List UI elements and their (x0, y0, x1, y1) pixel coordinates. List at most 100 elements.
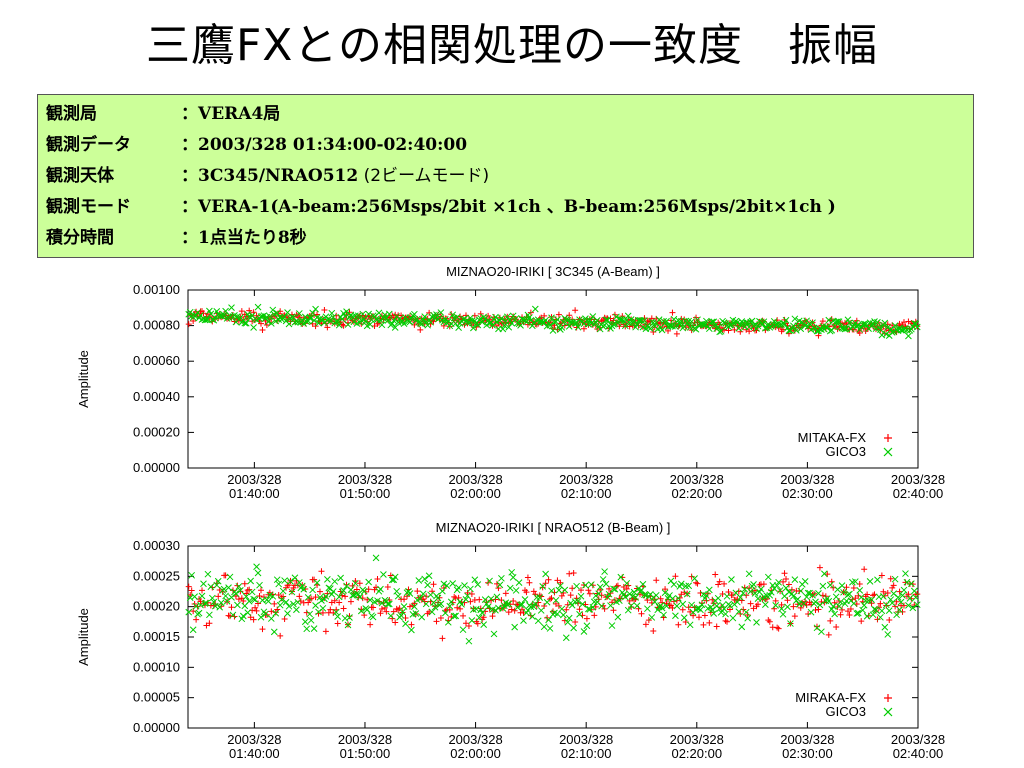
data-point (301, 618, 309, 626)
data-point (390, 317, 398, 325)
data-point (508, 606, 515, 613)
data-point (854, 609, 862, 617)
data-point (276, 601, 284, 609)
data-point (705, 586, 713, 594)
data-point (418, 320, 426, 328)
data-point (653, 577, 660, 584)
data-point (658, 604, 666, 612)
data-point (549, 327, 557, 334)
x-tick-label-date: 2003/328 (227, 732, 281, 747)
data-point (498, 314, 505, 322)
x-tick-label-date: 2003/328 (670, 732, 724, 747)
data-point (577, 592, 585, 600)
data-point (465, 622, 472, 629)
info-value: 1点当たり8秒 (198, 228, 307, 248)
data-point (526, 579, 533, 586)
data-point (480, 614, 487, 621)
data-point (739, 589, 747, 597)
data-point (454, 604, 461, 611)
data-point (675, 621, 682, 628)
data-point (511, 623, 519, 631)
data-point (815, 332, 822, 339)
info-sep: ： (181, 197, 198, 217)
data-point (721, 580, 728, 587)
data-point (527, 603, 535, 611)
data-point (717, 609, 725, 616)
data-point (896, 606, 903, 614)
data-point (691, 575, 698, 582)
data-point (411, 310, 418, 318)
data-point (524, 574, 531, 581)
data-point (726, 606, 733, 613)
data-point (599, 576, 607, 583)
data-point (578, 587, 585, 594)
data-point (834, 318, 841, 325)
x-tick-label-date: 2003/328 (448, 472, 502, 487)
data-point (545, 576, 552, 583)
data-point (784, 597, 791, 604)
data-point (710, 318, 718, 326)
data-point (563, 606, 570, 613)
observation-info-box: 観測局 ：VERA4局 観測データ ：2003/328 01:34:00-02:40… (37, 94, 974, 258)
data-point (566, 570, 573, 577)
data-point (414, 588, 421, 595)
data-point (252, 604, 259, 611)
data-point (509, 574, 517, 581)
data-point (256, 581, 263, 589)
data-point (561, 586, 569, 594)
data-point (431, 603, 439, 611)
data-point (328, 309, 336, 317)
info-row-mode: 観測モード ：VERA-1(A-beam:256Msps/2bit ×1ch 、B… (46, 192, 973, 223)
data-point (747, 600, 754, 607)
data-point (782, 316, 790, 324)
data-point (439, 587, 446, 595)
data-point (847, 605, 854, 612)
data-point (779, 610, 787, 618)
data-point (602, 580, 610, 588)
data-point (321, 307, 328, 314)
data-point (300, 585, 308, 593)
data-point (443, 582, 451, 589)
data-point (772, 597, 779, 604)
data-point (271, 600, 278, 607)
x-tick-label-time: 01:40:00 (229, 746, 280, 761)
data-point (738, 623, 746, 631)
info-value: 2003/328 01:34:00-02:40:00 (198, 135, 468, 155)
data-point (680, 614, 688, 622)
data-point (199, 587, 206, 594)
data-point (467, 585, 474, 593)
data-point (896, 588, 903, 595)
data-point (486, 577, 493, 585)
data-point (188, 571, 196, 579)
data-point (474, 620, 481, 627)
data-point (391, 573, 399, 581)
data-point (869, 611, 877, 619)
y-tick-label: 0.00005 (133, 690, 180, 705)
data-point (624, 606, 632, 614)
data-point (886, 617, 893, 624)
data-point (424, 581, 431, 589)
data-point (826, 581, 834, 589)
data-point (520, 617, 527, 624)
x-tick-label-date: 2003/328 (891, 732, 945, 747)
data-point (201, 600, 209, 607)
data-point (557, 579, 564, 586)
data-point (797, 325, 805, 333)
data-point (447, 598, 455, 606)
info-value: VERA4局 (198, 104, 281, 124)
data-point (884, 631, 892, 638)
data-point (639, 580, 647, 588)
data-point (370, 604, 377, 611)
data-point (281, 313, 288, 321)
data-point (582, 581, 589, 589)
data-point (270, 628, 278, 636)
data-point (881, 319, 889, 327)
data-point (693, 579, 700, 586)
data-point (673, 602, 681, 610)
data-point (555, 311, 562, 318)
y-tick-label: 0.00020 (133, 424, 180, 439)
data-point (731, 326, 738, 333)
data-point (763, 324, 771, 332)
data-point (665, 327, 672, 334)
data-point (530, 588, 537, 595)
